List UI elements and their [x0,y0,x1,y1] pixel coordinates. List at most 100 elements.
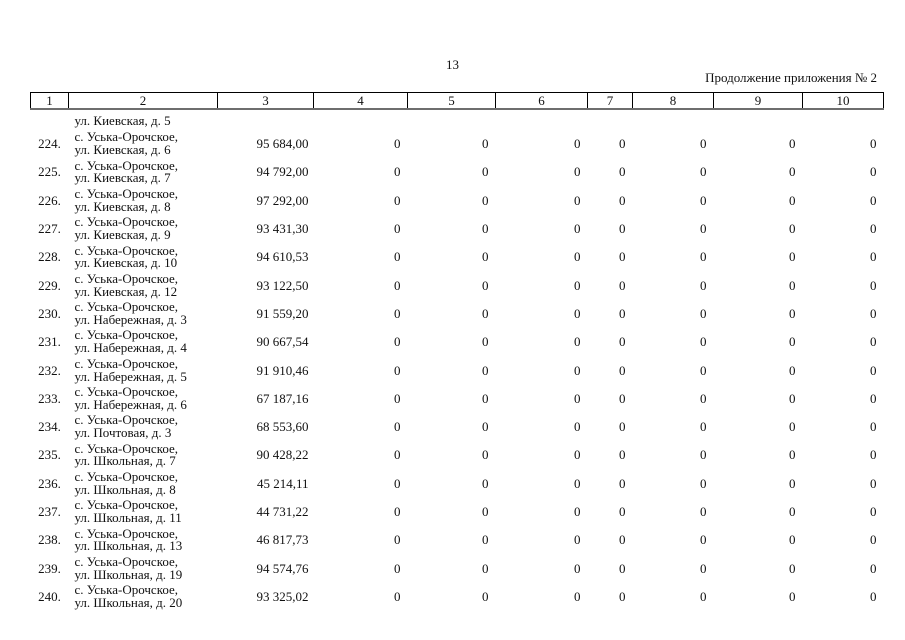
zero-cell-col6: 0 [574,588,581,604]
carryover-address: ул. Киевская, д. 5 [74,113,171,128]
zero-cell-col9: 0 [789,447,796,463]
address-cell: с. Уська-Орочское, ул. Киевская, д. 12 [69,271,218,299]
zero-cell-col6: 0 [574,164,581,180]
address-line-settlement: с. Уська-Орочское, [74,468,179,484]
address-line-settlement: с. Уська-Орочское, [74,553,179,569]
zero-cell-col8: 0 [700,560,707,576]
zero-cell-col10: 0 [870,136,877,152]
value-cell: 68 553,60 [256,419,309,435]
table-row: 229. с. Уська-Орочское, ул. Киевская, д.… [31,271,884,299]
value-cell: 44 731,22 [256,504,309,519]
value-cell: 67 187,16 [256,390,309,406]
address-cell: с. Уська-Орочское, ул. Набережная, д. 4 [69,328,218,356]
table-row: 234. с. Уська-Орочское, ул. Почтовая, д.… [31,413,884,441]
address-line-settlement: с. Уська-Орочское, [74,327,179,343]
zero-cell-col10: 0 [870,277,877,293]
zero-cell-col7: 0 [619,390,626,406]
table-row: 231. с. Уська-Орочское, ул. Набережная, … [31,328,884,356]
address-line-street: ул. Киевская, д. 7 [74,170,171,186]
zero-cell-col6: 0 [574,249,581,265]
value-cell: 93 122,50 [256,277,309,293]
row-number: 225. [38,164,61,180]
zero-cell-col5: 0 [482,447,489,463]
address-line-street: ул. Набережная, д. 6 [74,396,187,412]
value-cell: 95 684,00 [256,136,309,152]
zero-cell-col5: 0 [482,305,489,321]
address-line-settlement: с. Уська-Орочское, [74,214,179,230]
zero-cell-col6: 0 [574,560,581,576]
row-number: 234. [38,419,61,435]
address-cell: с. Уська-Орочское, ул. Почтовая, д. 3 [69,413,218,441]
row-number: 226. [38,192,61,208]
zero-cell-col7: 0 [619,447,626,463]
zero-cell-col10: 0 [870,164,877,180]
address-line-street: ул. Школьная, д. 13 [74,538,183,554]
value-cell: 93 431,30 [256,221,309,237]
zero-cell-col5: 0 [482,504,489,519]
zero-cell-col9: 0 [789,504,796,519]
zero-cell-col8: 0 [700,475,707,491]
zero-cell-col8: 0 [700,419,707,435]
zero-cell-col4: 0 [394,192,401,208]
value-cell: 94 610,53 [256,249,309,265]
zero-cell-col8: 0 [700,532,707,548]
column-header-5: 5 [407,92,496,110]
row-number: 232. [38,362,61,378]
zero-cell-col5: 0 [482,192,489,208]
row-number: 230. [38,305,61,321]
zero-cell-col7: 0 [619,419,626,435]
zero-cell-col8: 0 [700,447,707,463]
value-cell: 46 817,73 [256,532,309,548]
address-cell: с. Уська-Орочское, ул. Киевская, д. 8 [69,187,218,215]
row-number: 238. [38,532,61,548]
zero-cell-col5: 0 [482,362,489,378]
zero-cell-col6: 0 [574,419,581,435]
zero-cell-col9: 0 [789,362,796,378]
address-cell: с. Уська-Орочское, ул. Школьная, д. 19 [69,554,218,582]
zero-cell-col9: 0 [789,532,796,548]
zero-cell-col4: 0 [394,305,401,321]
column-header-10: 10 [802,92,884,110]
zero-cell-col10: 0 [870,362,877,378]
zero-cell-col9: 0 [789,305,796,321]
column-header-2: 2 [68,92,218,110]
zero-cell-col10: 0 [870,447,877,463]
value-cell: 91 559,20 [256,305,309,321]
zero-cell-col10: 0 [870,475,877,491]
zero-cell-col4: 0 [394,447,401,463]
zero-cell-col6: 0 [574,475,581,491]
zero-cell-col6: 0 [574,390,581,406]
value-cell: 91 910,46 [256,362,309,378]
address-line-street: ул. Школьная, д. 20 [74,594,183,610]
row-number: 224. [38,136,61,152]
value-cell: 94 792,00 [256,164,309,180]
table-row: 233. с. Уська-Орочское, ул. Набережная, … [31,385,884,413]
zero-cell-col7: 0 [619,475,626,491]
table-row: 236. с. Уська-Орочское, ул. Школьная, д.… [31,470,884,498]
zero-cell-col6: 0 [574,532,581,548]
address-line-street: ул. Киевская, д. 12 [74,283,178,299]
address-line-street: ул. Школьная, д. 11 [74,510,182,525]
zero-cell-col9: 0 [789,249,796,265]
zero-cell-col5: 0 [482,588,489,604]
zero-cell-col5: 0 [482,221,489,237]
row-number: 228. [38,249,61,265]
zero-cell-col4: 0 [394,334,401,350]
table-row: 238. с. Уська-Орочское, ул. Школьная, д.… [31,526,884,554]
zero-cell-col6: 0 [574,221,581,237]
zero-cell-col7: 0 [619,504,626,519]
column-header-3: 3 [217,92,314,110]
zero-cell-col5: 0 [482,419,489,435]
data-table: 1 2 3 4 5 6 7 8 9 10 ул. Киевская, д. 5 … [30,92,884,611]
address-line-settlement: с. Уська-Орочское, [74,157,179,173]
zero-cell-col10: 0 [870,560,877,576]
zero-cell-col6: 0 [574,447,581,463]
column-header-4: 4 [313,92,408,110]
zero-cell-col4: 0 [394,475,401,491]
column-header-6: 6 [495,92,588,110]
zero-cell-col5: 0 [482,136,489,152]
zero-cell-col6: 0 [574,277,581,293]
address-line-settlement: с. Уська-Орочское, [74,185,179,201]
zero-cell-col8: 0 [700,136,707,152]
zero-cell-col5: 0 [482,164,489,180]
